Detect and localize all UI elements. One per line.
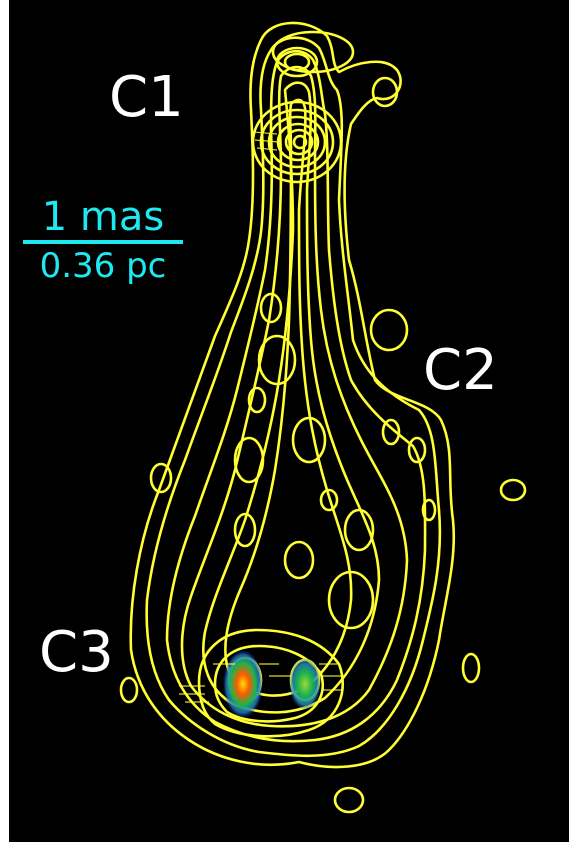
component-label-c2: C2 xyxy=(423,338,498,403)
contour-5 xyxy=(202,81,381,714)
knot-9 xyxy=(283,540,315,580)
contour-2 xyxy=(145,36,442,758)
island-1 xyxy=(149,462,173,494)
polarization-ticks xyxy=(179,131,343,703)
scale-bar: 1 mas 0.36 pc xyxy=(21,196,185,286)
knot-10 xyxy=(247,386,267,414)
core-c1-ring-6 xyxy=(292,134,308,150)
island-7 xyxy=(271,30,355,74)
hotspot-c3-right xyxy=(289,658,321,710)
c3-ring-1 xyxy=(197,628,344,738)
knot-6 xyxy=(343,508,375,552)
knot-5 xyxy=(291,416,327,464)
knot-8 xyxy=(319,488,339,512)
component-label-c3: C3 xyxy=(39,620,114,685)
c3-ring-2 xyxy=(213,644,324,723)
knot-7 xyxy=(327,570,375,630)
figure-panel: C1 C2 C3 1 mas 0.36 pc xyxy=(9,0,569,842)
hotspot-c3-left xyxy=(223,650,263,718)
knot-2 xyxy=(257,334,297,386)
knot-3 xyxy=(233,436,265,484)
scale-bar-linear: 0.36 pc xyxy=(39,246,167,286)
knot-1 xyxy=(259,292,283,324)
core-c1-ring-3 xyxy=(267,115,327,169)
c2-knot-1 xyxy=(381,418,401,446)
scale-bar-line xyxy=(23,240,183,244)
contour-3 xyxy=(165,49,427,743)
core-c1-ring-2 xyxy=(259,108,335,176)
core-c1-ring-5 xyxy=(284,128,314,156)
contour-4 xyxy=(180,65,409,728)
core-c1-ring-1 xyxy=(251,100,343,184)
scale-bar-angular: 1 mas xyxy=(41,194,165,240)
knot-c1-right xyxy=(371,76,399,108)
knot-4 xyxy=(233,512,257,548)
island-5 xyxy=(119,676,139,704)
island-4 xyxy=(461,652,481,684)
contour-6 xyxy=(224,98,353,697)
contour-outer xyxy=(129,21,456,769)
c2-knot-3 xyxy=(421,498,437,522)
c2-knot-2 xyxy=(407,436,427,464)
island-6 xyxy=(333,786,365,814)
island-3 xyxy=(499,478,527,502)
island-2 xyxy=(369,308,409,352)
radio-contour-map xyxy=(119,21,527,814)
component-label-c1: C1 xyxy=(109,65,184,130)
